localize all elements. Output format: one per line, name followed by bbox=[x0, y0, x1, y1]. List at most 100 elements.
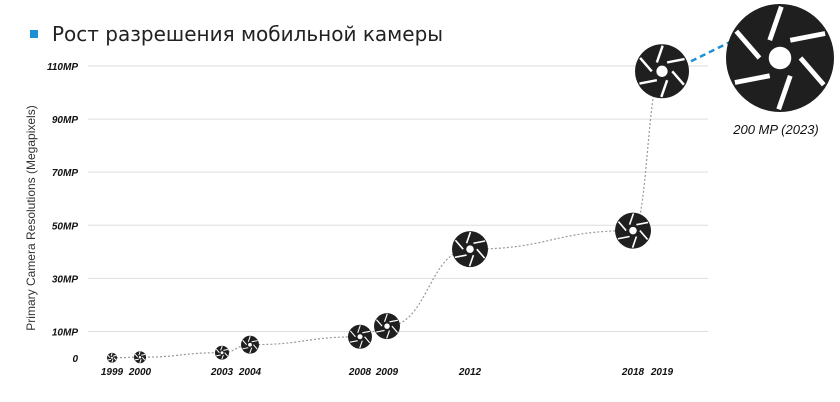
shutter-blade bbox=[789, 31, 826, 43]
shutter-blade bbox=[767, 5, 784, 42]
y-tick-label: 90MP bbox=[52, 115, 78, 126]
x-tick-label: 1999 bbox=[101, 367, 124, 378]
y-axis-label: Primary Camera Resolutions (Megapixels) bbox=[24, 105, 38, 330]
shutter-blade bbox=[113, 357, 117, 361]
shutter-blade bbox=[349, 340, 358, 343]
shutter-blade bbox=[639, 230, 649, 241]
shutter-blade bbox=[107, 354, 111, 359]
data-point-2000 bbox=[134, 351, 146, 364]
shutter-blade bbox=[666, 57, 685, 64]
y-tick-label: 0 bbox=[72, 354, 78, 365]
shutter-blade bbox=[386, 330, 391, 339]
shutter-blade bbox=[138, 351, 141, 356]
shutter-blade bbox=[617, 235, 630, 240]
shutter-blade bbox=[628, 213, 635, 225]
shutter-blade bbox=[253, 344, 258, 350]
shutter-blade bbox=[134, 358, 139, 361]
shutter-blade bbox=[454, 239, 464, 250]
shutter-blade bbox=[636, 221, 649, 226]
chart-title: Рост разрешения мобильной камеры bbox=[52, 22, 444, 46]
data-point-2003 bbox=[215, 345, 229, 360]
shutter-blade bbox=[223, 349, 228, 351]
shutter-blade bbox=[220, 345, 223, 351]
shutter-blade bbox=[454, 254, 467, 259]
shutter-blade bbox=[639, 57, 653, 73]
shutter-aperture bbox=[110, 356, 114, 359]
data-point-2012 bbox=[452, 231, 488, 268]
shutter-aperture bbox=[220, 351, 224, 355]
callout-label: 200 MP (2023) bbox=[732, 122, 819, 137]
shutter-blade bbox=[476, 248, 486, 259]
shutter-blade bbox=[247, 336, 251, 342]
y-tick-label: 110MP bbox=[47, 62, 78, 73]
x-tick-label: 2003 bbox=[210, 367, 234, 378]
shutter-aperture bbox=[629, 226, 637, 235]
data-point-2019 bbox=[635, 44, 689, 99]
callout-shutter-icon bbox=[726, 4, 834, 112]
shutter-blade bbox=[473, 240, 486, 245]
shutter-blade bbox=[391, 325, 398, 333]
data-point-2009 bbox=[374, 313, 400, 340]
shutter-blade bbox=[134, 353, 139, 358]
x-tick-label: 2012 bbox=[458, 367, 482, 378]
shutter-blade bbox=[639, 79, 658, 85]
y-axis-ticks: 0 10MP 30MP 50MP 70MP 90MP 110MP bbox=[47, 62, 78, 365]
shutter-blade bbox=[671, 70, 685, 86]
y-tick-label: 70MP bbox=[52, 168, 78, 179]
shutter-aperture bbox=[656, 65, 668, 77]
shutter-blade bbox=[357, 325, 361, 333]
chart-title-row: Рост разрешения мобильной камеры bbox=[30, 20, 443, 48]
shutter-blade bbox=[242, 347, 249, 350]
data-point-2018 bbox=[615, 212, 651, 249]
x-tick-label: 2004 bbox=[238, 367, 262, 378]
shutter-blade bbox=[383, 313, 388, 323]
shutter-blade bbox=[364, 336, 371, 344]
data-point-2004 bbox=[241, 335, 259, 354]
shutter-blade bbox=[349, 330, 356, 338]
x-axis-ticks: 1999 2000 2003 2004 2008 2009 2012 2018 2019 bbox=[101, 367, 674, 378]
grid-lines bbox=[88, 65, 708, 332]
shutter-blade bbox=[776, 74, 793, 111]
title-bullet-icon bbox=[30, 30, 38, 38]
data-point-1999 bbox=[107, 352, 117, 363]
shutter-aperture bbox=[466, 245, 474, 253]
shutter-blade bbox=[376, 329, 385, 333]
y-tick-label: 10MP bbox=[52, 327, 78, 338]
shutter-blade bbox=[798, 56, 826, 87]
shutter-blade bbox=[216, 354, 221, 357]
x-tick-label: 2009 bbox=[375, 367, 399, 378]
shutter-blade bbox=[734, 29, 762, 60]
shutter-blade bbox=[249, 347, 253, 354]
shutter-aperture bbox=[768, 46, 792, 70]
y-tick-label: 50MP bbox=[52, 221, 78, 232]
shutter-blade bbox=[224, 352, 229, 357]
shutter-aperture bbox=[384, 323, 390, 329]
callout: 200 MP (2023) bbox=[690, 4, 834, 137]
x-tick-label: 2018 bbox=[621, 367, 645, 378]
shutter-blade bbox=[111, 359, 114, 363]
shutter-blade bbox=[465, 231, 472, 244]
data-point-2008 bbox=[348, 324, 372, 349]
shutter-blade bbox=[215, 348, 220, 354]
shutter-blade bbox=[242, 339, 247, 346]
shutter-blade bbox=[141, 356, 146, 361]
shutter-aperture bbox=[138, 355, 142, 359]
shutter-blade bbox=[110, 352, 113, 357]
shutter-blade bbox=[631, 236, 638, 248]
x-tick-label: 2000 bbox=[128, 367, 152, 378]
y-tick-label: 30MP bbox=[52, 274, 78, 285]
shutter-blade bbox=[389, 319, 398, 323]
data-markers bbox=[107, 44, 689, 364]
shutter-blade bbox=[221, 354, 224, 360]
shutter-blade bbox=[376, 319, 383, 327]
shutter-blade bbox=[655, 45, 664, 63]
callout-line bbox=[690, 40, 731, 63]
shutter-blade bbox=[112, 354, 117, 357]
x-tick-label: 2019 bbox=[650, 367, 674, 378]
shutter-blade bbox=[468, 254, 475, 267]
shutter-blade bbox=[359, 340, 363, 349]
shutter-blade bbox=[617, 221, 627, 232]
shutter-blade bbox=[251, 340, 258, 343]
shutter-blade bbox=[362, 330, 371, 334]
